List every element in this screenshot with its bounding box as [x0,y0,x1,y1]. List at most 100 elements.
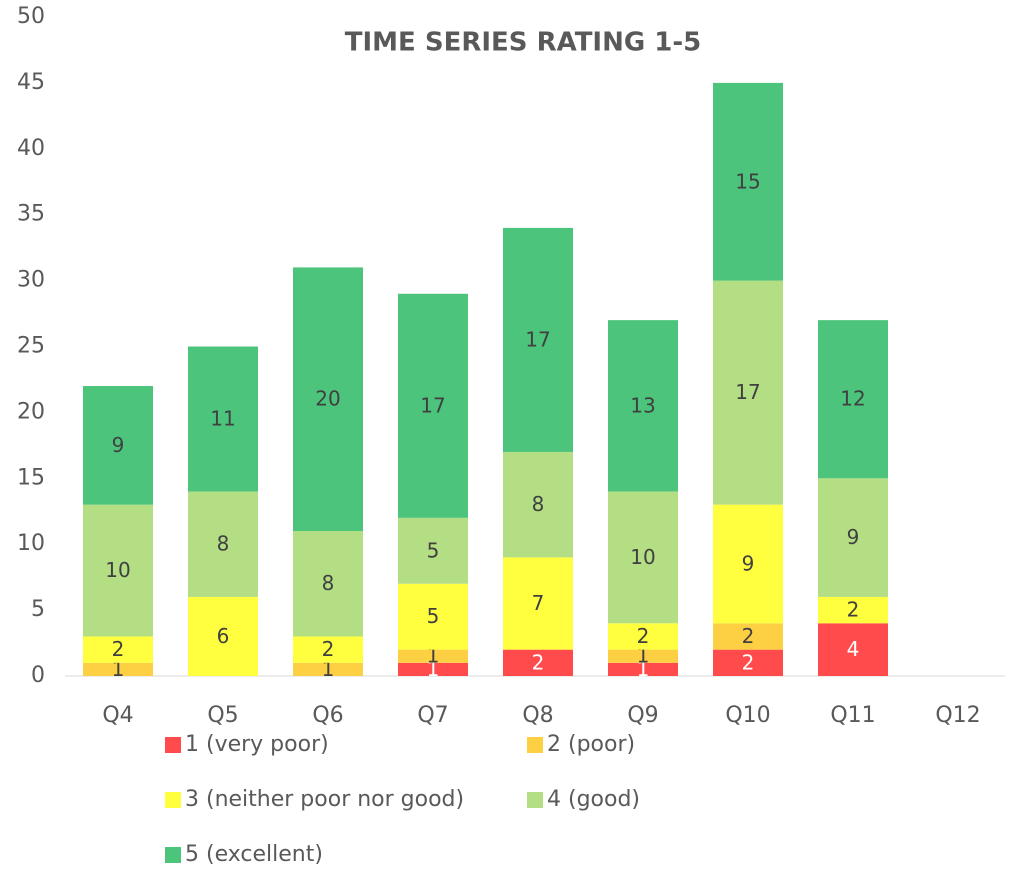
data-label: 2 [637,624,650,648]
bar-segment [83,504,153,637]
bar-segment [818,320,888,479]
x-tick-label: Q9 [627,703,658,728]
legend-swatch [165,737,181,753]
bar-segment [608,320,678,492]
y-tick-label: 50 [17,4,45,29]
legend-swatch [527,737,543,753]
bar-segment [503,451,573,558]
y-tick-label: 20 [17,399,45,424]
y-tick-label: 15 [17,465,45,490]
data-label: 2 [847,598,860,622]
data-label: 9 [742,551,755,575]
x-tick-label: Q6 [312,703,343,728]
x-tick-label: Q12 [935,703,980,728]
data-label: 8 [532,492,545,516]
bar-segment [818,478,888,597]
legend-label: 4 (good) [547,787,640,812]
bar-segment [293,636,363,663]
y-tick-label: 0 [31,663,45,688]
data-label: 2 [532,650,545,674]
bar-segment [713,623,783,650]
data-label: 2 [112,637,125,661]
data-label: 13 [630,393,655,417]
bar-segment [503,557,573,650]
bar-segment [608,491,678,624]
data-label: 1 [427,644,440,668]
data-label: 20 [315,387,340,411]
data-label: 2 [742,650,755,674]
legend-swatch [165,792,181,808]
bar-segment [608,623,678,650]
data-label: 15 [735,169,760,193]
bar-segment [503,227,573,452]
legend-label: 3 (neither poor nor good) [185,787,464,812]
bar-segment [398,293,468,518]
bar-segment [398,517,468,584]
data-label: 6 [217,624,230,648]
data-label: 17 [525,327,550,351]
bar-segment [713,504,783,624]
y-tick-label: 40 [17,136,45,161]
legend-swatch [527,792,543,808]
x-tick-label: Q11 [830,703,875,728]
data-label: 2 [742,624,755,648]
legend-label: 5 (excellent) [185,842,323,867]
data-label: 17 [735,380,760,404]
x-tick-label: Q8 [522,703,553,728]
bar-segment [818,596,888,624]
data-label: 8 [217,532,230,556]
bar-segment [83,386,153,505]
bar-segment [398,583,468,650]
x-tick-label: Q5 [207,703,238,728]
y-tick-label: 45 [17,70,45,95]
data-label: 4 [847,637,860,661]
data-label: 11 [210,406,235,430]
x-tick-label: Q10 [725,703,770,728]
bar-segment [293,662,363,676]
bar-segment [83,662,153,676]
data-label: 7 [532,591,545,615]
legend-label: 2 (poor) [547,732,635,757]
bar-segment [293,531,363,637]
data-label: 8 [322,571,335,595]
legend-label: 1 (very poor) [185,732,329,757]
x-tick-label: Q4 [102,703,133,728]
data-label: 17 [420,393,445,417]
bar-segment [188,596,258,676]
y-tick-label: 5 [31,597,45,622]
x-tick-label: Q7 [417,703,448,728]
bar-segment [188,346,258,492]
bar-segment [398,649,468,663]
bar-segment [503,649,573,676]
bar-segment [713,280,783,505]
y-tick-label: 10 [17,531,45,556]
data-label: 9 [847,525,860,549]
bar-segment [188,491,258,597]
data-label: 1 [112,657,125,681]
bar-segment [608,649,678,663]
bar-segment [398,662,468,676]
data-label: 5 [427,604,440,628]
y-tick-label: 30 [17,268,45,293]
data-label: 10 [105,558,130,582]
chart-title: TIME SERIES RATING 1-5 [345,28,701,58]
bar-segment [608,662,678,676]
data-label: 1 [322,657,335,681]
data-label: 2 [322,637,335,661]
y-tick-label: 35 [17,202,45,227]
data-label: 1 [637,644,650,668]
data-label: 10 [630,545,655,569]
bar-segment [83,636,153,663]
data-label: 9 [112,433,125,457]
bar-segment [713,82,783,281]
data-label: 1 [427,657,440,681]
data-label: 1 [637,657,650,681]
data-label: 12 [840,387,865,411]
bar-segment [293,267,363,532]
bar-segment [713,649,783,676]
data-label: 5 [427,538,440,562]
bar-segment [818,623,888,676]
y-tick-label: 25 [17,334,45,359]
legend-swatch [165,847,181,863]
